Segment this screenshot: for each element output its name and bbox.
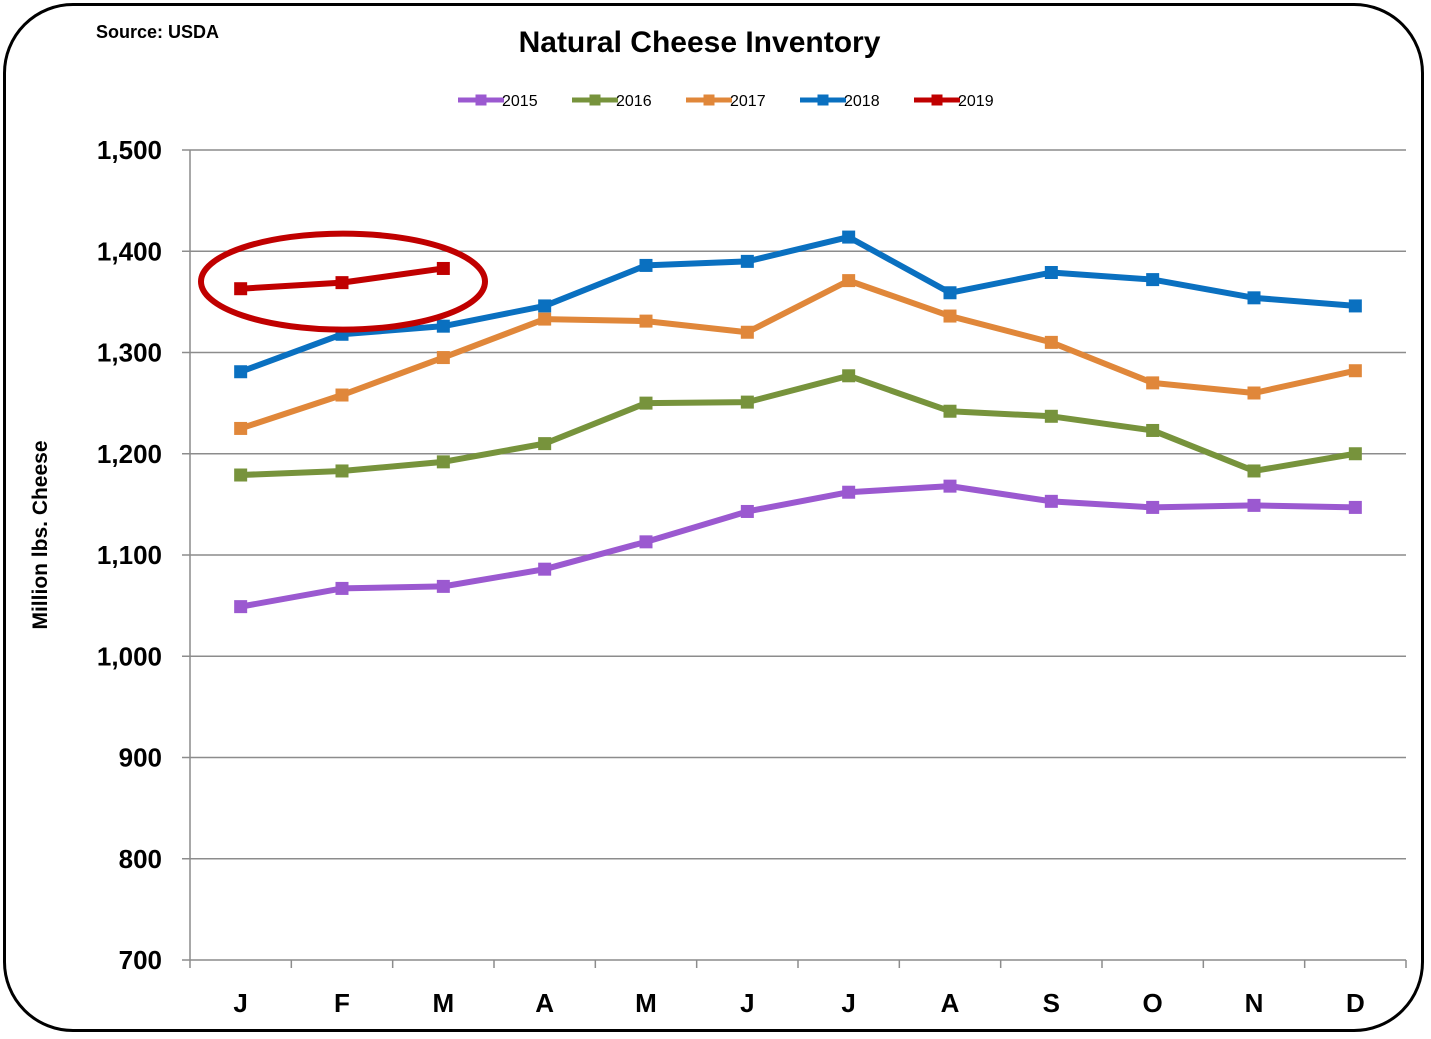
x-tick-label: J (233, 988, 247, 1018)
legend-label-2018: 2018 (844, 93, 880, 110)
data-point-2015 (842, 485, 856, 499)
data-point-2015 (1044, 494, 1058, 508)
x-tick-label: M (432, 988, 454, 1018)
y-tick-label: 1,000 (97, 641, 162, 671)
chart-frame (3, 3, 1424, 1032)
x-tick-label: F (334, 988, 350, 1018)
data-point-2018 (1044, 266, 1058, 280)
data-point-2017 (1146, 376, 1160, 390)
data-point-2018 (538, 299, 552, 313)
data-point-2016 (1348, 447, 1362, 461)
data-point-2018 (740, 254, 754, 268)
data-point-2018 (1348, 299, 1362, 313)
data-point-2018 (842, 230, 856, 244)
legend-label-2015: 2015 (502, 93, 538, 110)
data-point-2015 (538, 562, 552, 576)
source-label: Source: USDA (96, 22, 220, 42)
data-point-2018 (1247, 291, 1261, 305)
y-tick-label: 1,300 (97, 338, 162, 368)
data-point-2016 (436, 455, 450, 469)
data-point-2016 (1247, 464, 1261, 478)
data-point-2019 (436, 261, 450, 275)
data-point-2016 (234, 468, 248, 482)
data-point-2016 (943, 404, 957, 418)
data-point-2016 (1146, 423, 1160, 437)
y-axis-title: Million lbs. Cheese (29, 440, 52, 629)
x-tick-label: N (1245, 988, 1264, 1018)
data-point-2018 (639, 258, 653, 272)
y-tick-label: 1,200 (97, 439, 162, 469)
legend-label-2016: 2016 (616, 93, 652, 110)
data-point-2017 (1247, 386, 1261, 400)
data-point-2017 (1044, 335, 1058, 349)
data-point-2017 (842, 274, 856, 288)
data-point-2017 (943, 309, 957, 323)
x-tick-label: D (1346, 988, 1365, 1018)
data-point-2016 (335, 464, 349, 478)
x-tick-label: A (941, 988, 960, 1018)
data-point-2015 (1348, 500, 1362, 514)
data-point-2018 (943, 286, 957, 300)
data-point-2015 (1247, 498, 1261, 512)
legend-label-2017: 2017 (730, 93, 766, 110)
y-tick-label: 700 (119, 945, 162, 975)
data-point-2019 (335, 276, 349, 290)
data-point-2015 (943, 479, 957, 493)
y-tick-label: 1,500 (97, 135, 162, 165)
x-tick-label: J (841, 988, 855, 1018)
data-point-2016 (740, 395, 754, 409)
data-point-2016 (639, 396, 653, 410)
legend-marker-2019 (931, 94, 943, 106)
highlight-ellipse (198, 230, 488, 333)
legend-marker-2015 (475, 94, 487, 106)
data-point-2017 (234, 421, 248, 435)
y-tick-label: 800 (119, 844, 162, 874)
y-tick-label: 1,400 (97, 236, 162, 266)
data-point-2017 (335, 388, 349, 402)
series-line-2015 (240, 483, 1356, 610)
data-point-2016 (842, 369, 856, 383)
data-point-2018 (234, 365, 248, 379)
data-point-2015 (1146, 500, 1160, 514)
data-point-2018 (1146, 273, 1160, 287)
series-line-2016 (240, 372, 1356, 479)
data-point-2015 (436, 579, 450, 593)
data-point-2017 (740, 325, 754, 339)
x-tick-label: S (1043, 988, 1060, 1018)
legend-marker-2017 (703, 94, 715, 106)
data-point-2016 (1044, 409, 1058, 423)
series-line-2018 (239, 234, 1356, 375)
x-tick-label: O (1143, 988, 1163, 1018)
data-point-2018 (436, 319, 450, 333)
data-point-2016 (538, 437, 552, 451)
legend-marker-2016 (589, 94, 601, 106)
data-point-2017 (639, 314, 653, 328)
y-tick-label: 1,100 (97, 540, 162, 570)
chart-title: Natural Cheese Inventory (518, 26, 881, 59)
y-tick-label: 900 (119, 743, 162, 773)
data-point-2015 (639, 535, 653, 549)
x-tick-label: J (740, 988, 754, 1018)
series-line-2017 (239, 277, 1356, 432)
data-point-2015 (234, 600, 248, 614)
data-point-2017 (538, 312, 552, 326)
legend-marker-2018 (817, 94, 829, 106)
data-point-2015 (335, 581, 349, 595)
legend-label-2019: 2019 (958, 93, 994, 110)
data-point-2017 (1348, 364, 1362, 378)
x-tick-label: M (635, 988, 657, 1018)
data-point-2017 (436, 351, 450, 365)
data-point-2019 (234, 282, 248, 296)
x-tick-label: A (535, 988, 554, 1018)
data-point-2015 (740, 504, 754, 518)
